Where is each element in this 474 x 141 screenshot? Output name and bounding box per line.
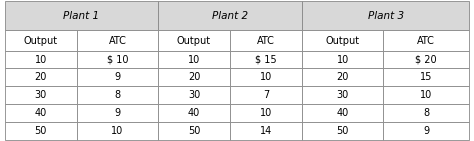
Text: 9: 9: [423, 126, 429, 136]
Text: 10: 10: [337, 55, 349, 65]
Text: Output: Output: [326, 36, 360, 46]
Text: 50: 50: [337, 126, 349, 136]
Text: 20: 20: [35, 72, 47, 82]
Bar: [302, 30, 383, 51]
Bar: [302, 122, 383, 140]
Bar: [383, 51, 469, 69]
Text: ATC: ATC: [417, 36, 435, 46]
Bar: [5, 122, 77, 140]
Bar: [230, 122, 302, 140]
Text: 40: 40: [35, 108, 47, 118]
Text: $ 20: $ 20: [416, 55, 437, 65]
Bar: [302, 86, 383, 104]
Bar: [302, 69, 383, 86]
Bar: [158, 30, 230, 51]
Text: 40: 40: [337, 108, 349, 118]
Bar: [158, 69, 230, 86]
Text: 10: 10: [260, 108, 272, 118]
Text: 40: 40: [188, 108, 200, 118]
Bar: [383, 104, 469, 122]
Bar: [302, 1, 469, 30]
Text: Plant 1: Plant 1: [64, 11, 100, 21]
Text: 20: 20: [188, 72, 200, 82]
Text: 9: 9: [114, 108, 120, 118]
Text: $ 15: $ 15: [255, 55, 277, 65]
Bar: [77, 30, 158, 51]
Bar: [383, 30, 469, 51]
Bar: [230, 51, 302, 69]
Bar: [158, 104, 230, 122]
Text: 10: 10: [188, 55, 200, 65]
Bar: [302, 51, 383, 69]
Bar: [230, 86, 302, 104]
Bar: [383, 69, 469, 86]
Text: Plant 2: Plant 2: [212, 11, 248, 21]
Bar: [5, 86, 77, 104]
Bar: [383, 86, 469, 104]
Bar: [77, 122, 158, 140]
Text: Output: Output: [24, 36, 58, 46]
Text: 9: 9: [114, 72, 120, 82]
Bar: [158, 122, 230, 140]
Text: 10: 10: [420, 90, 432, 100]
Text: 50: 50: [188, 126, 200, 136]
Bar: [158, 86, 230, 104]
Text: Output: Output: [177, 36, 211, 46]
Text: 10: 10: [260, 72, 272, 82]
Bar: [5, 69, 77, 86]
Bar: [5, 104, 77, 122]
Text: 10: 10: [111, 126, 124, 136]
Text: 30: 30: [188, 90, 200, 100]
Text: ATC: ATC: [109, 36, 127, 46]
Bar: [77, 69, 158, 86]
Text: 8: 8: [114, 90, 120, 100]
Bar: [5, 30, 77, 51]
Text: 14: 14: [260, 126, 272, 136]
Bar: [383, 122, 469, 140]
Bar: [230, 104, 302, 122]
Text: 30: 30: [35, 90, 47, 100]
Bar: [158, 51, 230, 69]
Bar: [230, 69, 302, 86]
Text: ATC: ATC: [257, 36, 275, 46]
Bar: [158, 1, 302, 30]
Text: 7: 7: [263, 90, 269, 100]
Bar: [302, 104, 383, 122]
Bar: [5, 1, 158, 30]
Bar: [77, 104, 158, 122]
Text: $ 10: $ 10: [107, 55, 128, 65]
Bar: [77, 86, 158, 104]
Bar: [230, 30, 302, 51]
Text: Plant 3: Plant 3: [367, 11, 404, 21]
Bar: [77, 51, 158, 69]
Bar: [5, 51, 77, 69]
Text: 50: 50: [35, 126, 47, 136]
Text: 15: 15: [420, 72, 432, 82]
Text: 10: 10: [35, 55, 47, 65]
Text: 30: 30: [337, 90, 349, 100]
Text: 8: 8: [423, 108, 429, 118]
Text: 20: 20: [337, 72, 349, 82]
